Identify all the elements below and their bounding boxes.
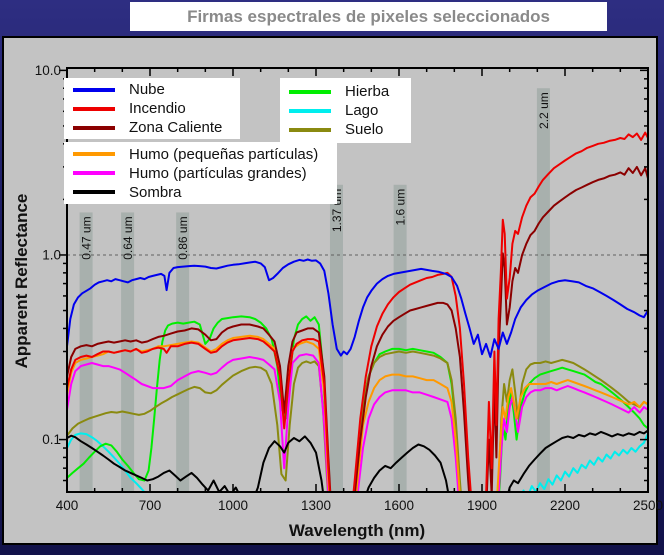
x-tick-label: 1300	[301, 498, 331, 513]
band-label: 0.64 um	[121, 216, 135, 259]
x-tick-label: 1900	[467, 498, 497, 513]
x-tick-label: 700	[139, 498, 162, 513]
series-line-lago	[67, 432, 648, 492]
band-label: 1.37 um	[330, 189, 344, 232]
band-label: 0.47 um	[80, 216, 94, 259]
series-line-incendio	[67, 131, 648, 492]
band-label: 0.86 um	[176, 216, 190, 259]
x-tick-label: 400	[56, 498, 79, 513]
wavelength-band	[176, 212, 190, 492]
plot-frame	[66, 67, 649, 493]
series-line-sombra	[67, 429, 648, 492]
series-line-zona-caliente	[67, 165, 648, 492]
y-tick-label: 1.0	[42, 247, 61, 262]
series-line-nube	[67, 258, 648, 358]
y-tick-label: 0.1	[42, 432, 61, 447]
axis-ticks	[59, 68, 649, 492]
page-title: Firmas espectrales de pixeles selecciona…	[130, 2, 607, 31]
y-tick-label: 10.0	[35, 63, 61, 78]
y-axis-label: Apparent Reflectance	[12, 193, 31, 369]
wavelength-band	[329, 184, 343, 492]
series-layer	[67, 131, 648, 492]
band-label: 1.6 um	[394, 189, 408, 226]
band-label: 2.2 um	[537, 92, 551, 129]
x-tick-label: 1000	[218, 498, 248, 513]
series-line-humo-grandes	[67, 353, 648, 492]
x-tick-label: 2500	[633, 498, 663, 513]
x-tick-label: 1600	[384, 498, 414, 513]
wavelength-band	[393, 184, 407, 492]
x-tick-label: 2200	[550, 498, 580, 513]
x-axis-label: Wavelength (nm)	[288, 521, 426, 540]
